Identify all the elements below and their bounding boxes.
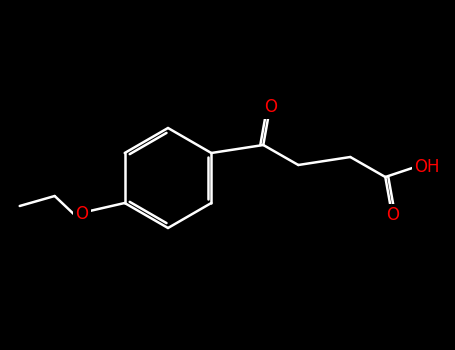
Text: O: O (386, 206, 399, 224)
Text: O: O (264, 98, 277, 116)
Text: OH: OH (415, 158, 440, 176)
Text: O: O (75, 205, 88, 223)
